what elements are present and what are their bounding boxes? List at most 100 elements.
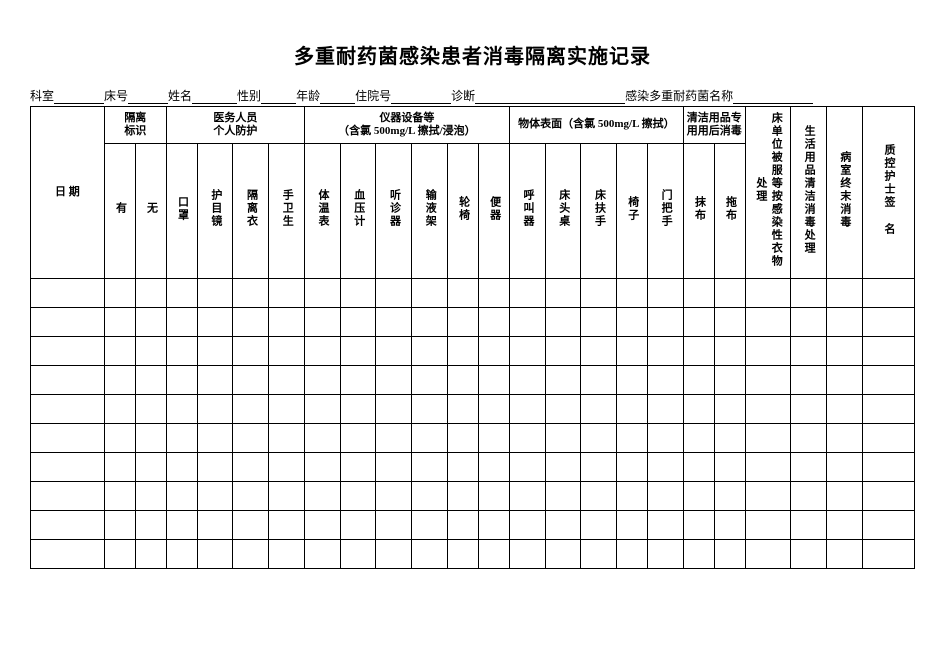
table-cell[interactable] (683, 511, 714, 540)
table-cell[interactable] (683, 395, 714, 424)
table-cell[interactable] (745, 424, 790, 453)
table-cell[interactable] (447, 308, 478, 337)
table-cell[interactable] (412, 279, 448, 308)
table-cell[interactable] (478, 308, 509, 337)
table-cell[interactable] (791, 337, 827, 366)
table-cell[interactable] (447, 482, 478, 511)
table-cell[interactable] (826, 511, 862, 540)
table-cell[interactable] (376, 308, 412, 337)
table-cell[interactable] (304, 424, 340, 453)
table-cell[interactable] (304, 453, 340, 482)
table-cell[interactable] (31, 453, 105, 482)
table-cell[interactable] (745, 540, 790, 569)
table-cell[interactable] (197, 337, 233, 366)
table-cell[interactable] (509, 337, 545, 366)
table-cell[interactable] (545, 337, 581, 366)
table-cell[interactable] (478, 482, 509, 511)
table-cell[interactable] (714, 511, 745, 540)
table-cell[interactable] (340, 279, 376, 308)
table-cell[interactable] (509, 308, 545, 337)
table-cell[interactable] (166, 482, 197, 511)
table-cell[interactable] (447, 424, 478, 453)
table-cell[interactable] (304, 395, 340, 424)
table-cell[interactable] (376, 511, 412, 540)
table-cell[interactable] (862, 337, 915, 366)
table-cell[interactable] (376, 337, 412, 366)
table-cell[interactable] (31, 337, 105, 366)
table-cell[interactable] (648, 366, 684, 395)
table-cell[interactable] (269, 453, 305, 482)
table-cell[interactable] (478, 424, 509, 453)
table-cell[interactable] (412, 511, 448, 540)
table-cell[interactable] (545, 424, 581, 453)
table-cell[interactable] (581, 482, 617, 511)
table-cell[interactable] (135, 424, 166, 453)
age-blank[interactable] (320, 89, 355, 104)
table-cell[interactable] (478, 540, 509, 569)
table-cell[interactable] (581, 424, 617, 453)
table-cell[interactable] (545, 482, 581, 511)
table-cell[interactable] (826, 395, 862, 424)
table-cell[interactable] (826, 424, 862, 453)
diagnosis-blank[interactable] (475, 89, 625, 104)
table-cell[interactable] (104, 511, 135, 540)
bed-blank[interactable] (128, 89, 168, 104)
table-cell[interactable] (509, 540, 545, 569)
table-cell[interactable] (31, 308, 105, 337)
table-cell[interactable] (826, 540, 862, 569)
table-cell[interactable] (412, 366, 448, 395)
table-cell[interactable] (617, 424, 648, 453)
table-cell[interactable] (340, 482, 376, 511)
table-cell[interactable] (745, 395, 790, 424)
table-cell[interactable] (135, 482, 166, 511)
table-cell[interactable] (745, 279, 790, 308)
table-cell[interactable] (581, 511, 617, 540)
table-cell[interactable] (447, 279, 478, 308)
table-cell[interactable] (617, 511, 648, 540)
table-cell[interactable] (648, 511, 684, 540)
table-cell[interactable] (826, 453, 862, 482)
table-cell[interactable] (412, 395, 448, 424)
table-cell[interactable] (581, 308, 617, 337)
table-cell[interactable] (478, 395, 509, 424)
table-cell[interactable] (233, 366, 269, 395)
table-cell[interactable] (135, 511, 166, 540)
table-cell[interactable] (791, 308, 827, 337)
table-cell[interactable] (791, 540, 827, 569)
table-cell[interactable] (135, 453, 166, 482)
table-cell[interactable] (412, 482, 448, 511)
table-cell[interactable] (233, 308, 269, 337)
table-cell[interactable] (104, 453, 135, 482)
table-cell[interactable] (826, 482, 862, 511)
table-cell[interactable] (104, 395, 135, 424)
table-cell[interactable] (135, 337, 166, 366)
table-cell[interactable] (478, 511, 509, 540)
table-cell[interactable] (683, 308, 714, 337)
table-cell[interactable] (166, 337, 197, 366)
table-cell[interactable] (304, 308, 340, 337)
table-cell[interactable] (31, 511, 105, 540)
table-cell[interactable] (197, 279, 233, 308)
table-cell[interactable] (340, 308, 376, 337)
table-cell[interactable] (304, 482, 340, 511)
table-cell[interactable] (197, 424, 233, 453)
table-cell[interactable] (412, 453, 448, 482)
table-cell[interactable] (581, 279, 617, 308)
table-cell[interactable] (862, 540, 915, 569)
table-cell[interactable] (269, 366, 305, 395)
table-cell[interactable] (714, 540, 745, 569)
table-cell[interactable] (509, 279, 545, 308)
table-cell[interactable] (304, 511, 340, 540)
table-cell[interactable] (648, 308, 684, 337)
table-cell[interactable] (791, 424, 827, 453)
table-cell[interactable] (447, 395, 478, 424)
table-cell[interactable] (412, 337, 448, 366)
table-cell[interactable] (304, 366, 340, 395)
table-cell[interactable] (447, 337, 478, 366)
table-cell[interactable] (862, 482, 915, 511)
table-cell[interactable] (135, 395, 166, 424)
table-cell[interactable] (340, 395, 376, 424)
table-cell[interactable] (648, 279, 684, 308)
table-cell[interactable] (617, 337, 648, 366)
table-cell[interactable] (683, 279, 714, 308)
